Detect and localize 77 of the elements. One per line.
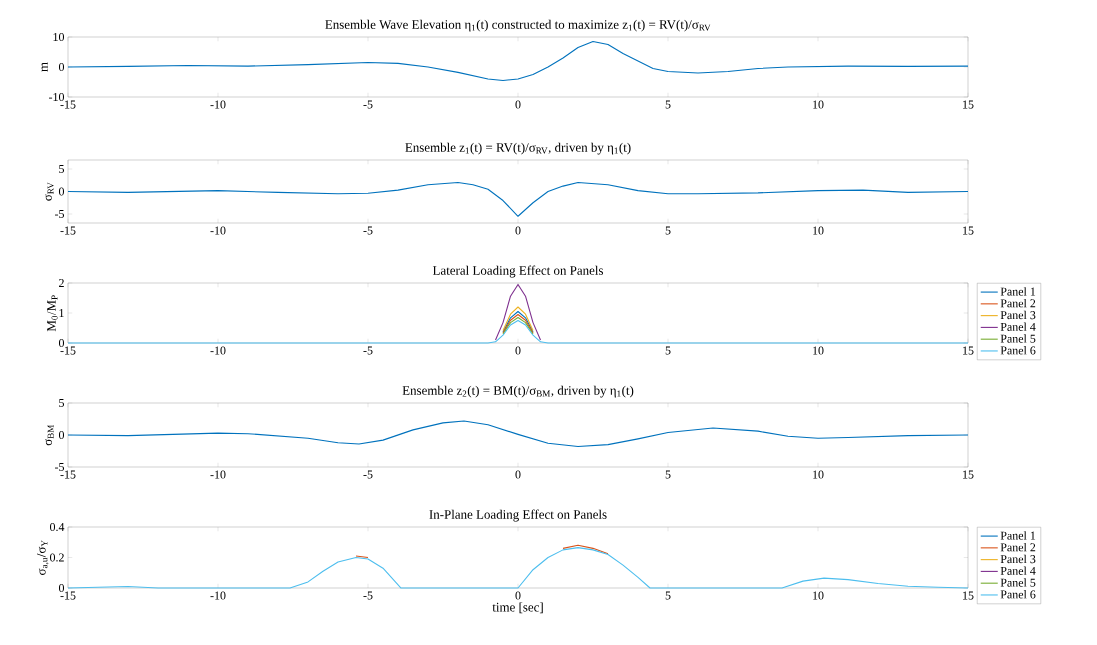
y-tick-label: 5 (59, 165, 65, 173)
chart-title: In-Plane Loading Effect on Panels (429, 509, 607, 522)
line-series (67, 319, 969, 344)
legend-label: Panel 1 (1000, 287, 1036, 296)
y-axis-title: m (41, 62, 48, 72)
x-tick-label: 0 (515, 100, 521, 109)
y-tick-label: -10 (48, 92, 65, 102)
line-series (67, 181, 969, 217)
y-tick-label: 0.2 (49, 553, 64, 562)
line-series (67, 420, 969, 448)
x-tick-label: 15 (963, 346, 974, 355)
y-tick-label: 0 (58, 583, 65, 593)
x-tick-label: 0 (515, 591, 521, 600)
y-tick-label: 0 (58, 338, 65, 348)
y-tick-label: 1 (59, 309, 64, 317)
x-tick-label: 15 (963, 100, 974, 109)
x-axis-title: time [sec] (492, 602, 543, 614)
x-tick-label: 15 (963, 591, 974, 600)
chart-title: Ensemble z$_{2}$(t) = BM(t)/σ$_{BM}$, driven by η$_{1}$(t) (402, 385, 634, 398)
x-tick-label: -10 (210, 470, 226, 479)
x-tick-label: -15 (60, 591, 76, 600)
y-axis-title: M$_{0}$/M$_{P}$ (47, 295, 58, 332)
line-series (494, 283, 542, 341)
chart-title: Ensemble z$_{1}$(t) = RV(t)/σ$_{RV}$, driven by η$_{1}$(t) (405, 142, 631, 155)
legend-label: Panel 5 (1000, 578, 1036, 587)
legend-label: Panel 6 (1000, 346, 1036, 355)
x-tick-label: -15 (60, 346, 76, 355)
y-tick-label: -5 (54, 463, 65, 471)
x-tick-label: 5 (665, 591, 671, 600)
legend-label: Panel 1 (1000, 531, 1036, 540)
x-tick-label: -15 (60, 100, 76, 109)
y-tick-label: 2 (59, 279, 64, 287)
x-tick-label: -10 (210, 346, 226, 355)
x-tick-label: -5 (363, 100, 373, 109)
legend-label: Panel 2 (1000, 298, 1036, 308)
x-tick-label: 0 (515, 470, 521, 479)
x-tick-label: 0 (515, 226, 521, 235)
x-tick-label: 15 (963, 470, 974, 479)
x-tick-label: 10 (813, 346, 824, 355)
x-tick-label: -15 (60, 470, 76, 479)
x-tick-label: -10 (210, 591, 226, 600)
legend-label: Panel 4 (1000, 566, 1036, 575)
legend-label: Panel 4 (1000, 322, 1036, 331)
y-axis-title: σ$_{RV}$ (45, 182, 54, 201)
x-tick-label: 10 (813, 100, 824, 109)
x-tick-label: 5 (665, 226, 671, 235)
x-tick-label: -5 (363, 591, 373, 600)
x-tick-label: 5 (665, 470, 671, 479)
x-tick-label: 10 (813, 470, 824, 479)
y-tick-label: 0 (58, 187, 65, 196)
x-tick-label: 5 (665, 346, 671, 355)
legend-label: Panel 3 (1000, 310, 1036, 320)
x-tick-label: -5 (363, 346, 373, 355)
x-tick-label: 10 (813, 591, 824, 600)
y-tick-label: 0.4 (49, 522, 65, 532)
chart-title: Lateral Loading Effect on Panels (432, 265, 604, 278)
x-tick-label: 15 (963, 226, 974, 235)
x-tick-label: 10 (813, 226, 824, 235)
legend-label: Panel 5 (1000, 334, 1036, 343)
x-tick-label: -10 (210, 226, 226, 235)
x-tick-label: 0 (515, 346, 521, 355)
x-tick-label: -10 (210, 100, 226, 109)
y-axis-title: σ$_{a,u}$/σ$_{Y}$ (36, 540, 49, 575)
x-tick-label: -5 (363, 226, 373, 235)
x-tick-label: -15 (60, 226, 76, 235)
legend-label: Panel 6 (1000, 590, 1036, 599)
y-tick-label: -5 (54, 210, 65, 218)
chart-title: Ensemble Wave Elevation η$_{1}$(t) constructed to maximize z$_{1}$(t) = RV(t)/σ$_{RV}$ (325, 19, 711, 32)
y-tick-label: 0 (58, 62, 65, 72)
x-tick-label: -5 (363, 470, 373, 479)
y-tick-label: 5 (59, 399, 65, 407)
x-tick-label: 5 (665, 100, 671, 109)
y-tick-label: 0 (58, 430, 65, 440)
y-axis-title: σ$_{BM}$ (45, 424, 54, 446)
legend-label: Panel 2 (1000, 542, 1036, 552)
y-tick-label: 10 (53, 32, 65, 42)
legend-label: Panel 3 (1000, 554, 1036, 564)
